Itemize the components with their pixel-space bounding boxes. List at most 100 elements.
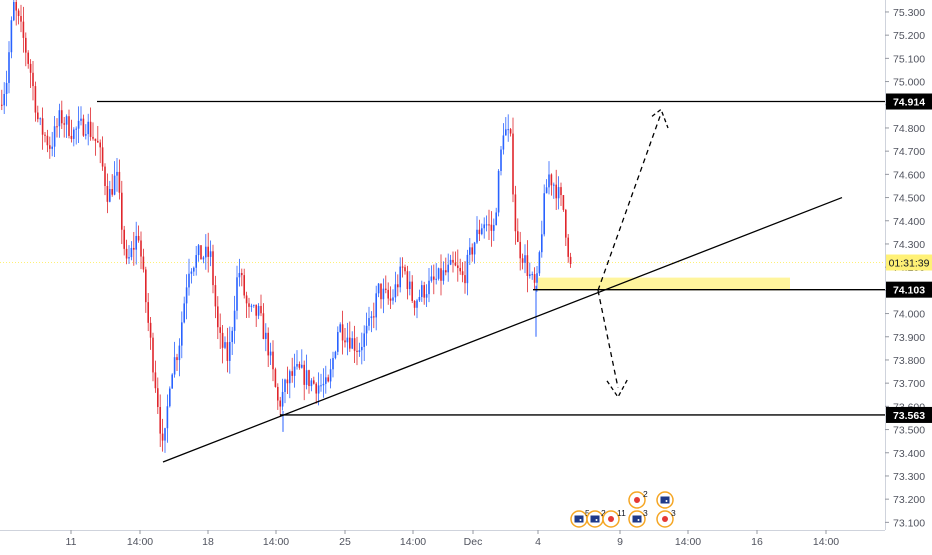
candle-body <box>569 256 572 264</box>
candle-body <box>423 285 425 298</box>
countdown-label-box <box>886 254 932 271</box>
candle-body <box>262 313 265 339</box>
candle-body <box>248 303 250 307</box>
candle-body <box>109 189 111 202</box>
candle-body <box>380 283 382 300</box>
candle-body <box>353 338 356 351</box>
candle-body <box>519 241 521 259</box>
candle-body <box>565 209 567 238</box>
candle-body <box>217 306 219 328</box>
candle-body <box>339 324 341 332</box>
candle-body <box>531 274 533 276</box>
candle-body <box>221 332 224 348</box>
candle-body <box>257 305 260 316</box>
candle-body <box>133 247 135 250</box>
candle-body <box>202 257 205 260</box>
candle-body <box>164 428 166 441</box>
candle-body <box>485 224 488 226</box>
candle-body <box>416 300 418 308</box>
candle-body <box>437 268 440 279</box>
candle-body <box>543 193 545 235</box>
candle-body <box>493 225 495 231</box>
price-tick-label: 73.300 <box>893 471 925 483</box>
candle-body <box>526 255 529 276</box>
price-tick-label: 75.300 <box>893 7 925 19</box>
candle-body <box>269 351 272 356</box>
candle-body <box>68 116 70 136</box>
price-tick-label: 73.700 <box>893 378 925 390</box>
candle-body <box>166 406 169 429</box>
candle-body <box>301 364 303 368</box>
candle-body <box>231 330 233 342</box>
candle-body <box>404 267 406 272</box>
candle-body <box>538 252 541 274</box>
candle-body <box>490 224 493 231</box>
candle-body <box>500 149 502 171</box>
candle-body <box>296 364 298 367</box>
candle-body <box>478 229 481 235</box>
candle-body <box>142 256 145 270</box>
candle-body <box>236 277 238 311</box>
candle-body <box>20 16 22 22</box>
candle-body <box>346 337 349 343</box>
candle-body <box>466 254 469 284</box>
candle-body <box>51 146 53 149</box>
candle-body <box>260 305 262 314</box>
candle-body <box>394 284 397 298</box>
candle-body <box>82 118 85 136</box>
candle-body <box>233 310 236 331</box>
candle-body <box>176 357 178 361</box>
time-tick-label: Dec <box>464 536 483 548</box>
candle-body <box>22 21 25 38</box>
candle-body <box>219 327 221 333</box>
candle-body <box>147 302 149 323</box>
candle-body <box>277 386 279 401</box>
candle-body <box>27 52 29 64</box>
candle-body <box>128 257 130 259</box>
price-tick-label: 74.600 <box>893 169 925 181</box>
event-count: 2 <box>643 489 648 499</box>
candle-body <box>250 305 253 307</box>
event-count: 2 <box>601 508 606 518</box>
candle-body <box>356 350 358 352</box>
candle-body <box>505 129 507 136</box>
price-label-box <box>886 281 932 298</box>
time-tick-label: 14:00 <box>400 536 426 548</box>
candle-body <box>341 324 344 341</box>
candle-body <box>447 264 449 273</box>
flag-icon <box>590 515 600 523</box>
candle-body <box>454 262 457 266</box>
time-tick-label: 16 <box>751 536 763 548</box>
time-tick-label: 14:00 <box>675 536 701 548</box>
candle-body <box>313 380 315 384</box>
candle-body <box>303 364 305 385</box>
candle-body <box>529 274 531 276</box>
candle-body <box>433 276 435 280</box>
candle-body <box>267 332 269 356</box>
candle-body <box>507 129 509 131</box>
candle-body <box>298 364 301 368</box>
candle-body <box>123 229 125 249</box>
candle-body <box>555 184 557 199</box>
candle-body <box>171 374 173 389</box>
candle-body <box>495 212 497 226</box>
candle-body <box>73 129 75 139</box>
candle-body <box>3 93 5 106</box>
candle-body <box>389 298 392 301</box>
candle-body <box>80 118 82 121</box>
candle-body <box>502 135 505 150</box>
candle-body <box>358 350 361 352</box>
candle-body <box>274 369 277 387</box>
candle-body <box>85 134 87 136</box>
candle-body <box>241 272 243 276</box>
candle-body <box>13 1 15 21</box>
candle-body <box>104 166 106 186</box>
candle-body <box>541 234 543 253</box>
candle-body <box>375 293 377 318</box>
time-axis[interactable]: 11 14:00 18 14:00 25 14:00 Dec 4 9 14:00 16 14:00 <box>0 530 885 548</box>
candle-body <box>469 247 471 255</box>
candle-body <box>245 295 248 304</box>
candle-body <box>387 289 389 299</box>
